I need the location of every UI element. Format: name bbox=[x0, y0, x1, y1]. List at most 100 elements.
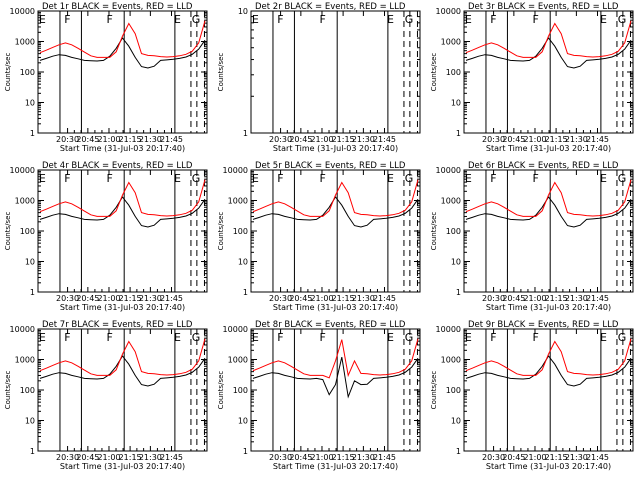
y-tick-label: 100 bbox=[20, 386, 35, 395]
marker-label: F bbox=[490, 331, 496, 344]
panel-det8r: Det 8r BLACK = Events, RED = LLD 1 10 100 10… bbox=[217, 320, 421, 471]
series-events-line bbox=[465, 355, 632, 387]
marker-label: E bbox=[252, 172, 259, 185]
y-tick-label: 1 bbox=[243, 129, 248, 138]
x-tick-label: 21:45 bbox=[586, 135, 609, 144]
y-tick-label: 1000 bbox=[441, 38, 461, 47]
panel-det3r: Det 3r BLACK = Events, RED = LLD 1 10 100 10… bbox=[430, 2, 634, 153]
y-tick-label: 10 bbox=[25, 99, 35, 108]
x-tick-label: 21:45 bbox=[373, 135, 396, 144]
x-tick-label: 21:30 bbox=[565, 294, 588, 303]
y-tick-label: 100 bbox=[446, 68, 461, 77]
panel-title: Det 8r BLACK = Events, RED = LLD bbox=[255, 320, 406, 330]
y-tick-label: 10 bbox=[25, 417, 35, 426]
x-tick-label: 20:30 bbox=[482, 135, 505, 144]
x-tick-label: 20:30 bbox=[482, 453, 505, 462]
y-tick-label: 10000 bbox=[223, 166, 248, 175]
x-tick-label: 21:00 bbox=[523, 135, 546, 144]
x-tick-label: 20:45 bbox=[289, 294, 312, 303]
marker-label: F bbox=[64, 172, 70, 185]
x-axis-label: Start Time (31-Jul-03 20:17:40) bbox=[273, 462, 398, 471]
x-tick-label: 21:45 bbox=[373, 294, 396, 303]
x-tick-label: 21:00 bbox=[523, 453, 546, 462]
y-tick-label: 1000 bbox=[228, 356, 248, 365]
panel-det7r: Det 7r BLACK = Events, RED = LLD 1 10 100 10… bbox=[4, 320, 208, 471]
x-tick-label: 20:30 bbox=[269, 135, 292, 144]
x-tick-label: 21:30 bbox=[139, 453, 162, 462]
y-tick-label: 1 bbox=[243, 288, 248, 297]
y-axis-label: Counts/sec bbox=[4, 212, 12, 251]
marker-label: F bbox=[64, 13, 70, 26]
x-axis-label: Start Time (31-Jul-03 20:17:40) bbox=[486, 462, 611, 471]
x-tick-label: 21:30 bbox=[139, 294, 162, 303]
x-tick-label: 21:15 bbox=[545, 135, 568, 144]
marker-label: E bbox=[387, 172, 394, 185]
marker-label: E bbox=[387, 331, 394, 344]
x-tick-label: 20:45 bbox=[76, 453, 99, 462]
panel-title: Det 1r BLACK = Events, RED = LLD bbox=[42, 2, 193, 12]
marker-label: F bbox=[319, 331, 325, 344]
x-tick-label: 20:30 bbox=[269, 294, 292, 303]
y-tick-label: 1 bbox=[456, 288, 461, 297]
y-tick-label: 10000 bbox=[436, 166, 461, 175]
marker-label: E bbox=[465, 13, 472, 26]
marker-label: F bbox=[319, 13, 325, 26]
y-tick-label: 100 bbox=[20, 227, 35, 236]
y-tick-label: 10 bbox=[451, 99, 461, 108]
x-tick-label: 21:30 bbox=[352, 453, 375, 462]
x-tick-label: 21:15 bbox=[119, 453, 142, 462]
marker-label: G bbox=[192, 331, 201, 344]
y-tick-label: 10 bbox=[238, 417, 248, 426]
panel-title: Det 9r BLACK = Events, RED = LLD bbox=[468, 320, 619, 330]
x-tick-label: 21:30 bbox=[352, 135, 375, 144]
x-tick-label: 20:30 bbox=[56, 135, 79, 144]
marker-label: G bbox=[405, 13, 414, 26]
y-axis-label: Counts/sec bbox=[217, 53, 225, 92]
y-tick-label: 10000 bbox=[10, 325, 35, 334]
x-tick-label: 21:00 bbox=[310, 135, 333, 144]
x-tick-label: 20:30 bbox=[56, 294, 79, 303]
marker-label: G bbox=[405, 331, 414, 344]
x-axis-label: Start Time (31-Jul-03 20:17:40) bbox=[60, 144, 185, 153]
panel-title: Det 6r BLACK = Events, RED = LLD bbox=[468, 161, 619, 171]
y-tick-label: 1 bbox=[30, 288, 35, 297]
y-tick-label: 1000 bbox=[15, 38, 35, 47]
plot-frame bbox=[463, 10, 634, 134]
marker-label: F bbox=[490, 13, 496, 26]
x-axis-label: Start Time (31-Jul-03 20:17:40) bbox=[486, 303, 611, 312]
x-tick-label: 21:00 bbox=[310, 453, 333, 462]
y-tick-label: 1 bbox=[30, 129, 35, 138]
marker-label: F bbox=[490, 172, 496, 185]
series-events-line bbox=[39, 196, 206, 228]
marker-label: E bbox=[252, 13, 259, 26]
x-tick-label: 21:00 bbox=[310, 294, 333, 303]
series-events-line bbox=[39, 355, 206, 387]
marker-label: G bbox=[618, 331, 627, 344]
y-tick-label: 100 bbox=[446, 227, 461, 236]
marker-label: E bbox=[39, 172, 46, 185]
y-tick-label: 100 bbox=[20, 68, 35, 77]
x-tick-label: 21:45 bbox=[373, 453, 396, 462]
y-axis-label: Counts/sec bbox=[430, 371, 438, 410]
panel-det2r: Det 2r BLACK = Events, RED = LLD 1 10 Count… bbox=[217, 2, 421, 153]
panel-title: Det 4r BLACK = Events, RED = LLD bbox=[42, 161, 193, 171]
series-lld-line bbox=[39, 179, 206, 217]
y-tick-label: 10000 bbox=[223, 325, 248, 334]
x-tick-label: 21:15 bbox=[119, 135, 142, 144]
series-events-line bbox=[39, 37, 206, 69]
x-tick-label: 21:15 bbox=[332, 294, 355, 303]
marker-label: F bbox=[277, 172, 283, 185]
panel-det1r: Det 1r BLACK = Events, RED = LLD 1 10 100 10… bbox=[4, 2, 208, 153]
y-tick-label: 1000 bbox=[441, 197, 461, 206]
marker-label: E bbox=[465, 331, 472, 344]
y-tick-label: 10000 bbox=[436, 7, 461, 16]
panel-title: Det 3r BLACK = Events, RED = LLD bbox=[468, 2, 619, 12]
x-tick-label: 21:00 bbox=[97, 135, 120, 144]
x-tick-label: 20:45 bbox=[502, 453, 525, 462]
marker-label: F bbox=[64, 331, 70, 344]
marker-label: E bbox=[174, 172, 181, 185]
x-tick-label: 20:45 bbox=[76, 135, 99, 144]
x-axis-label: Start Time (31-Jul-03 20:17:40) bbox=[486, 144, 611, 153]
marker-label: E bbox=[174, 13, 181, 26]
